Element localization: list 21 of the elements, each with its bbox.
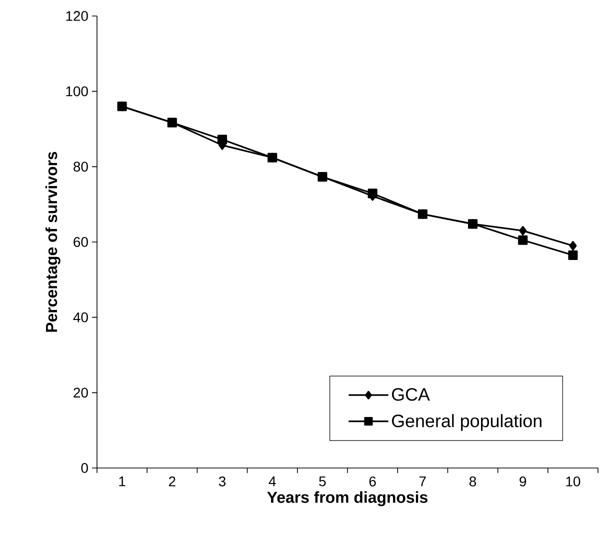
x-tick-label: 1 — [119, 476, 126, 486]
y-tick-label: 20 — [74, 388, 88, 398]
x-tick-label: 5 — [319, 476, 326, 486]
y-tick-label: 100 — [66, 86, 88, 96]
x-tick-label: 6 — [369, 476, 376, 486]
legend-label: GCA — [392, 388, 430, 401]
x-tick-label: 4 — [268, 476, 276, 486]
x-tick-label: 10 — [566, 476, 580, 486]
x-tick-label: 3 — [218, 476, 226, 486]
x-tick-label: 2 — [168, 476, 176, 486]
y-tick-label: 120 — [66, 11, 88, 21]
x-axis-title: Years from diagnosis — [267, 491, 428, 506]
y-tick-label: 40 — [73, 312, 88, 322]
x-tick-label: 9 — [520, 476, 526, 486]
x-tick-label: 7 — [419, 476, 426, 486]
y-axis-title: Percentage of survivors — [45, 152, 60, 332]
y-tick-label: 80 — [74, 162, 88, 172]
y-tick-label: 60 — [74, 237, 88, 247]
legend-label: General population — [392, 414, 542, 431]
y-tick-label: 0 — [81, 463, 88, 473]
x-tick-label: 8 — [469, 476, 476, 486]
